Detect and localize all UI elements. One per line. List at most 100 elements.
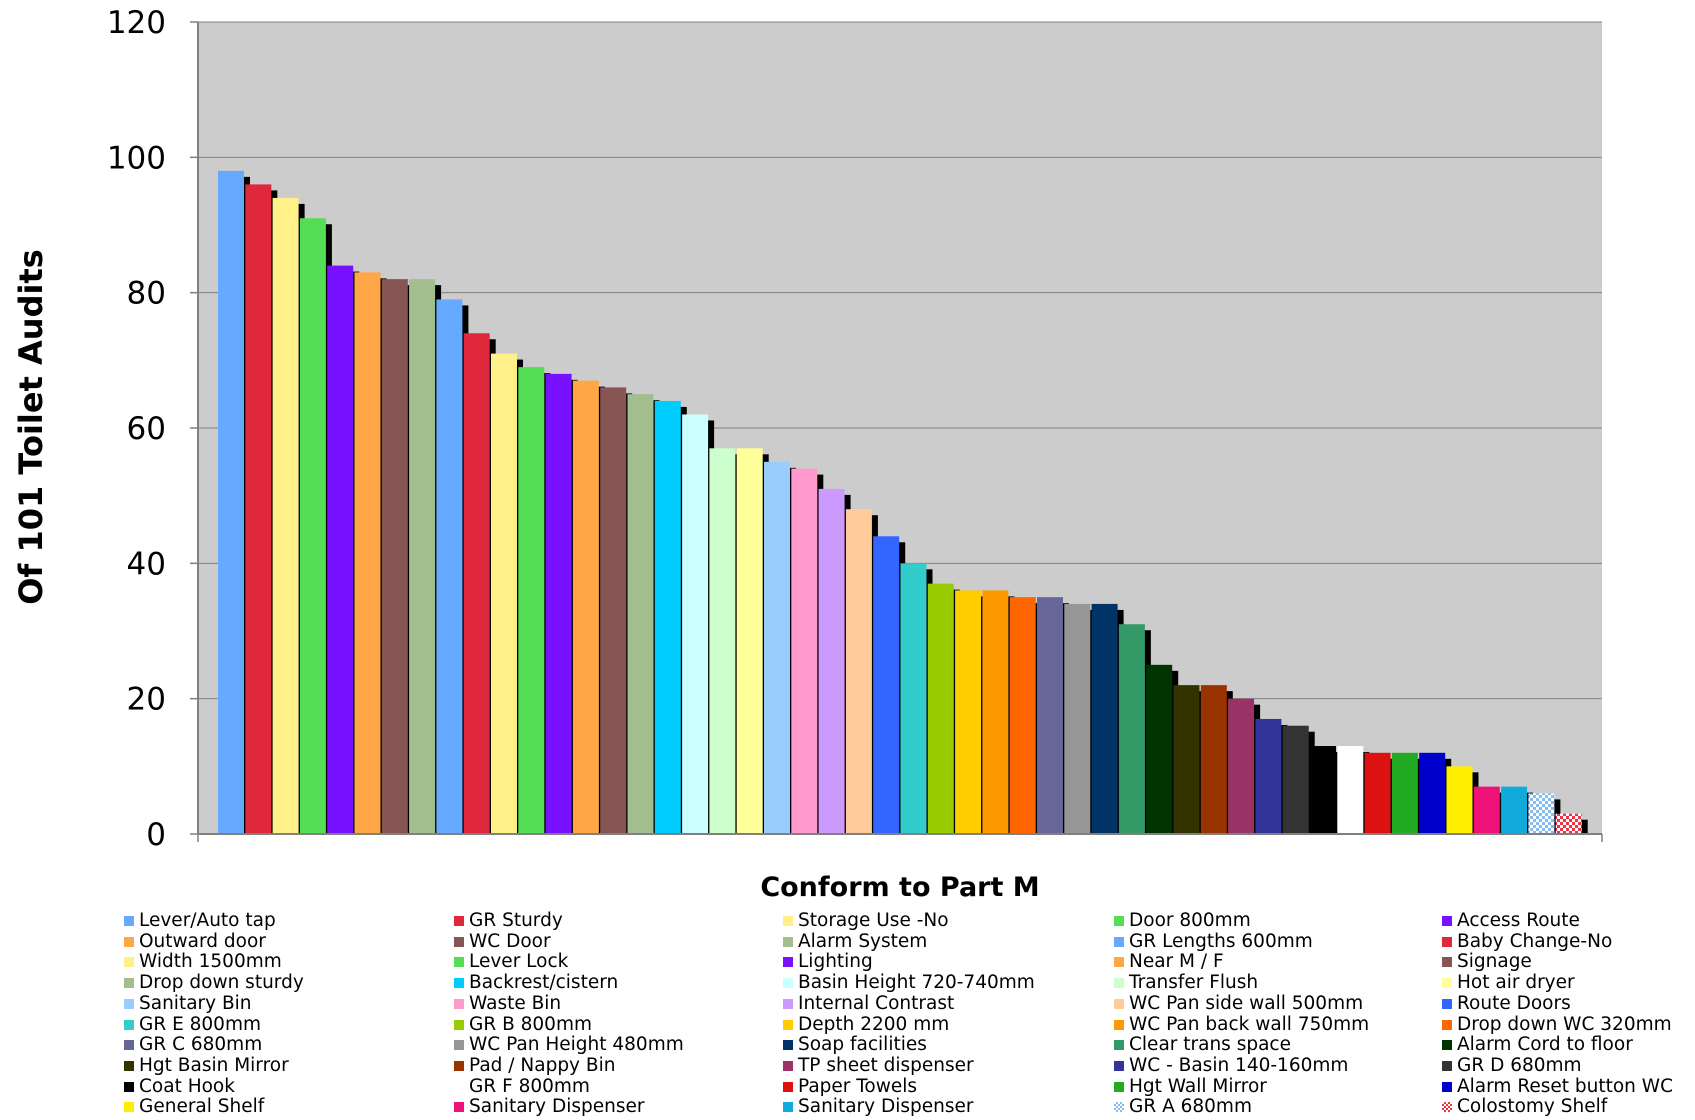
bar <box>927 583 954 834</box>
legend-swatch <box>1114 936 1124 947</box>
legend-item: Route Doors <box>1442 993 1571 1014</box>
legend-item: GR D 680mm <box>1442 1055 1582 1076</box>
legend-swatch <box>783 957 793 968</box>
legend-item: Lever/Auto tap <box>124 910 276 931</box>
legend-swatch <box>1442 1040 1452 1051</box>
y-axis-title: Of 101 Toilet Audits <box>12 249 50 605</box>
bar <box>900 563 927 834</box>
legend-item: GR Lengths 600mm <box>1114 931 1313 952</box>
legend-label: Paper Towels <box>798 1075 918 1097</box>
x-axis-title: Conform to Part M <box>760 872 1039 903</box>
legend-item: Waste Bin <box>454 993 561 1014</box>
y-tick-label: 120 <box>107 5 166 41</box>
legend-item: WC Pan side wall 500mm <box>1114 993 1363 1014</box>
bar <box>1037 597 1063 834</box>
bar <box>1364 752 1391 834</box>
legend-label: GR Sturdy <box>469 910 563 931</box>
legend-label: TP sheet dispenser <box>798 1054 974 1076</box>
legend-swatch <box>1442 916 1452 926</box>
legend-label: GR B 800mm <box>469 1013 592 1035</box>
legend-label: WC Pan side wall 500mm <box>1129 992 1364 1014</box>
bar <box>518 367 545 834</box>
bar-chart: 0 20 40 60 80 100 120 Of 101 Toilet Audits Con… <box>12 5 1603 903</box>
bar <box>327 265 354 835</box>
bar <box>627 394 654 834</box>
legend-label: GR Lengths 600mm <box>1129 930 1313 952</box>
legend-label: Outward door <box>139 930 266 952</box>
legend-item: Storage Use -No <box>783 910 949 931</box>
legend-swatch <box>783 1102 793 1113</box>
legend-label: General Shelf <box>139 1096 265 1118</box>
bar <box>436 299 463 834</box>
legend-swatch <box>454 998 464 1009</box>
bar <box>982 590 1009 834</box>
legend-label: GR E 800mm <box>139 1013 261 1035</box>
legend-swatch <box>1114 1040 1124 1051</box>
legend-item: Hgt Basin Mirror <box>124 1055 289 1076</box>
y-tick-label: 20 <box>127 682 166 718</box>
bar <box>873 536 900 834</box>
legend-swatch <box>1442 978 1452 989</box>
legend-swatch <box>454 1102 464 1113</box>
legend-label: Basin Height 720-740mm <box>798 972 1035 994</box>
legend-label: Alarm Reset button WC <box>1457 1075 1673 1097</box>
bar <box>1091 603 1118 834</box>
legend-item: Signage <box>1442 951 1532 972</box>
legend-item: GR E 800mm <box>124 1014 261 1035</box>
legend-item: Colostomy Shelf <box>1442 1096 1607 1117</box>
legend-swatch <box>454 957 464 968</box>
bar <box>845 509 872 834</box>
legend-label: GR C 680mm <box>139 1034 263 1056</box>
legend-swatch <box>454 936 464 947</box>
legend-swatch <box>783 1081 793 1092</box>
bar <box>299 218 326 834</box>
legend-label: Sanitary Bin <box>139 992 252 1014</box>
legend-swatch <box>1442 1081 1452 1092</box>
legend-swatch <box>124 1019 134 1030</box>
legend-label: Alarm Cord to floor <box>1457 1034 1633 1056</box>
legend: Lever/Auto tap GR Sturdy Storage Use -No Do… <box>124 910 1684 1120</box>
bar <box>1391 752 1418 834</box>
legend-label: Sanitary Dispenser <box>798 1096 974 1118</box>
legend-item: WC - Basin 140-160mm <box>1114 1055 1348 1076</box>
bar <box>1118 624 1145 834</box>
legend-swatch <box>1114 1102 1124 1113</box>
legend-label: Depth 2200 mm <box>798 1013 950 1035</box>
legend-swatch <box>124 916 134 926</box>
legend-swatch <box>783 1060 793 1071</box>
legend-label: Lever/Auto tap <box>139 910 276 931</box>
legend-swatch <box>1114 998 1124 1009</box>
bar <box>245 184 272 834</box>
legend-label: Hot air dryer <box>1457 972 1575 994</box>
legend-label: Transfer Flush <box>1129 972 1259 994</box>
legend-label: Soap facilities <box>798 1034 927 1056</box>
legend-label: Access Route <box>1457 910 1580 931</box>
y-tick-label: 100 <box>107 140 166 176</box>
bar <box>218 170 244 834</box>
legend-swatch <box>454 1081 464 1092</box>
legend-swatch <box>124 998 134 1009</box>
bar <box>463 333 490 834</box>
legend-swatch <box>1442 957 1452 968</box>
legend-swatch <box>783 978 793 989</box>
bar <box>491 353 517 834</box>
bar <box>818 488 845 834</box>
bar <box>1446 766 1473 834</box>
legend-item: Outward door <box>124 931 266 952</box>
legend-item: Sanitary Dispenser <box>783 1096 973 1117</box>
legend-item: Drop down sturdy <box>124 972 304 993</box>
legend-item: Internal Contrast <box>783 993 954 1014</box>
legend-label: Route Doors <box>1457 992 1571 1014</box>
legend-item: Soap facilities <box>783 1034 927 1055</box>
legend-label: Lighting <box>798 951 873 973</box>
legend-label: Hgt Basin Mirror <box>139 1054 289 1076</box>
bar <box>654 400 681 834</box>
bar <box>682 414 709 834</box>
y-tick-label: 80 <box>127 276 166 312</box>
legend-item: Alarm Reset button WC <box>1442 1076 1673 1097</box>
bar <box>1255 718 1282 834</box>
legend-item: GR C 680mm <box>124 1034 262 1055</box>
legend-swatch <box>124 957 134 968</box>
legend-item: GR B 800mm <box>454 1014 592 1035</box>
bar <box>955 590 982 834</box>
